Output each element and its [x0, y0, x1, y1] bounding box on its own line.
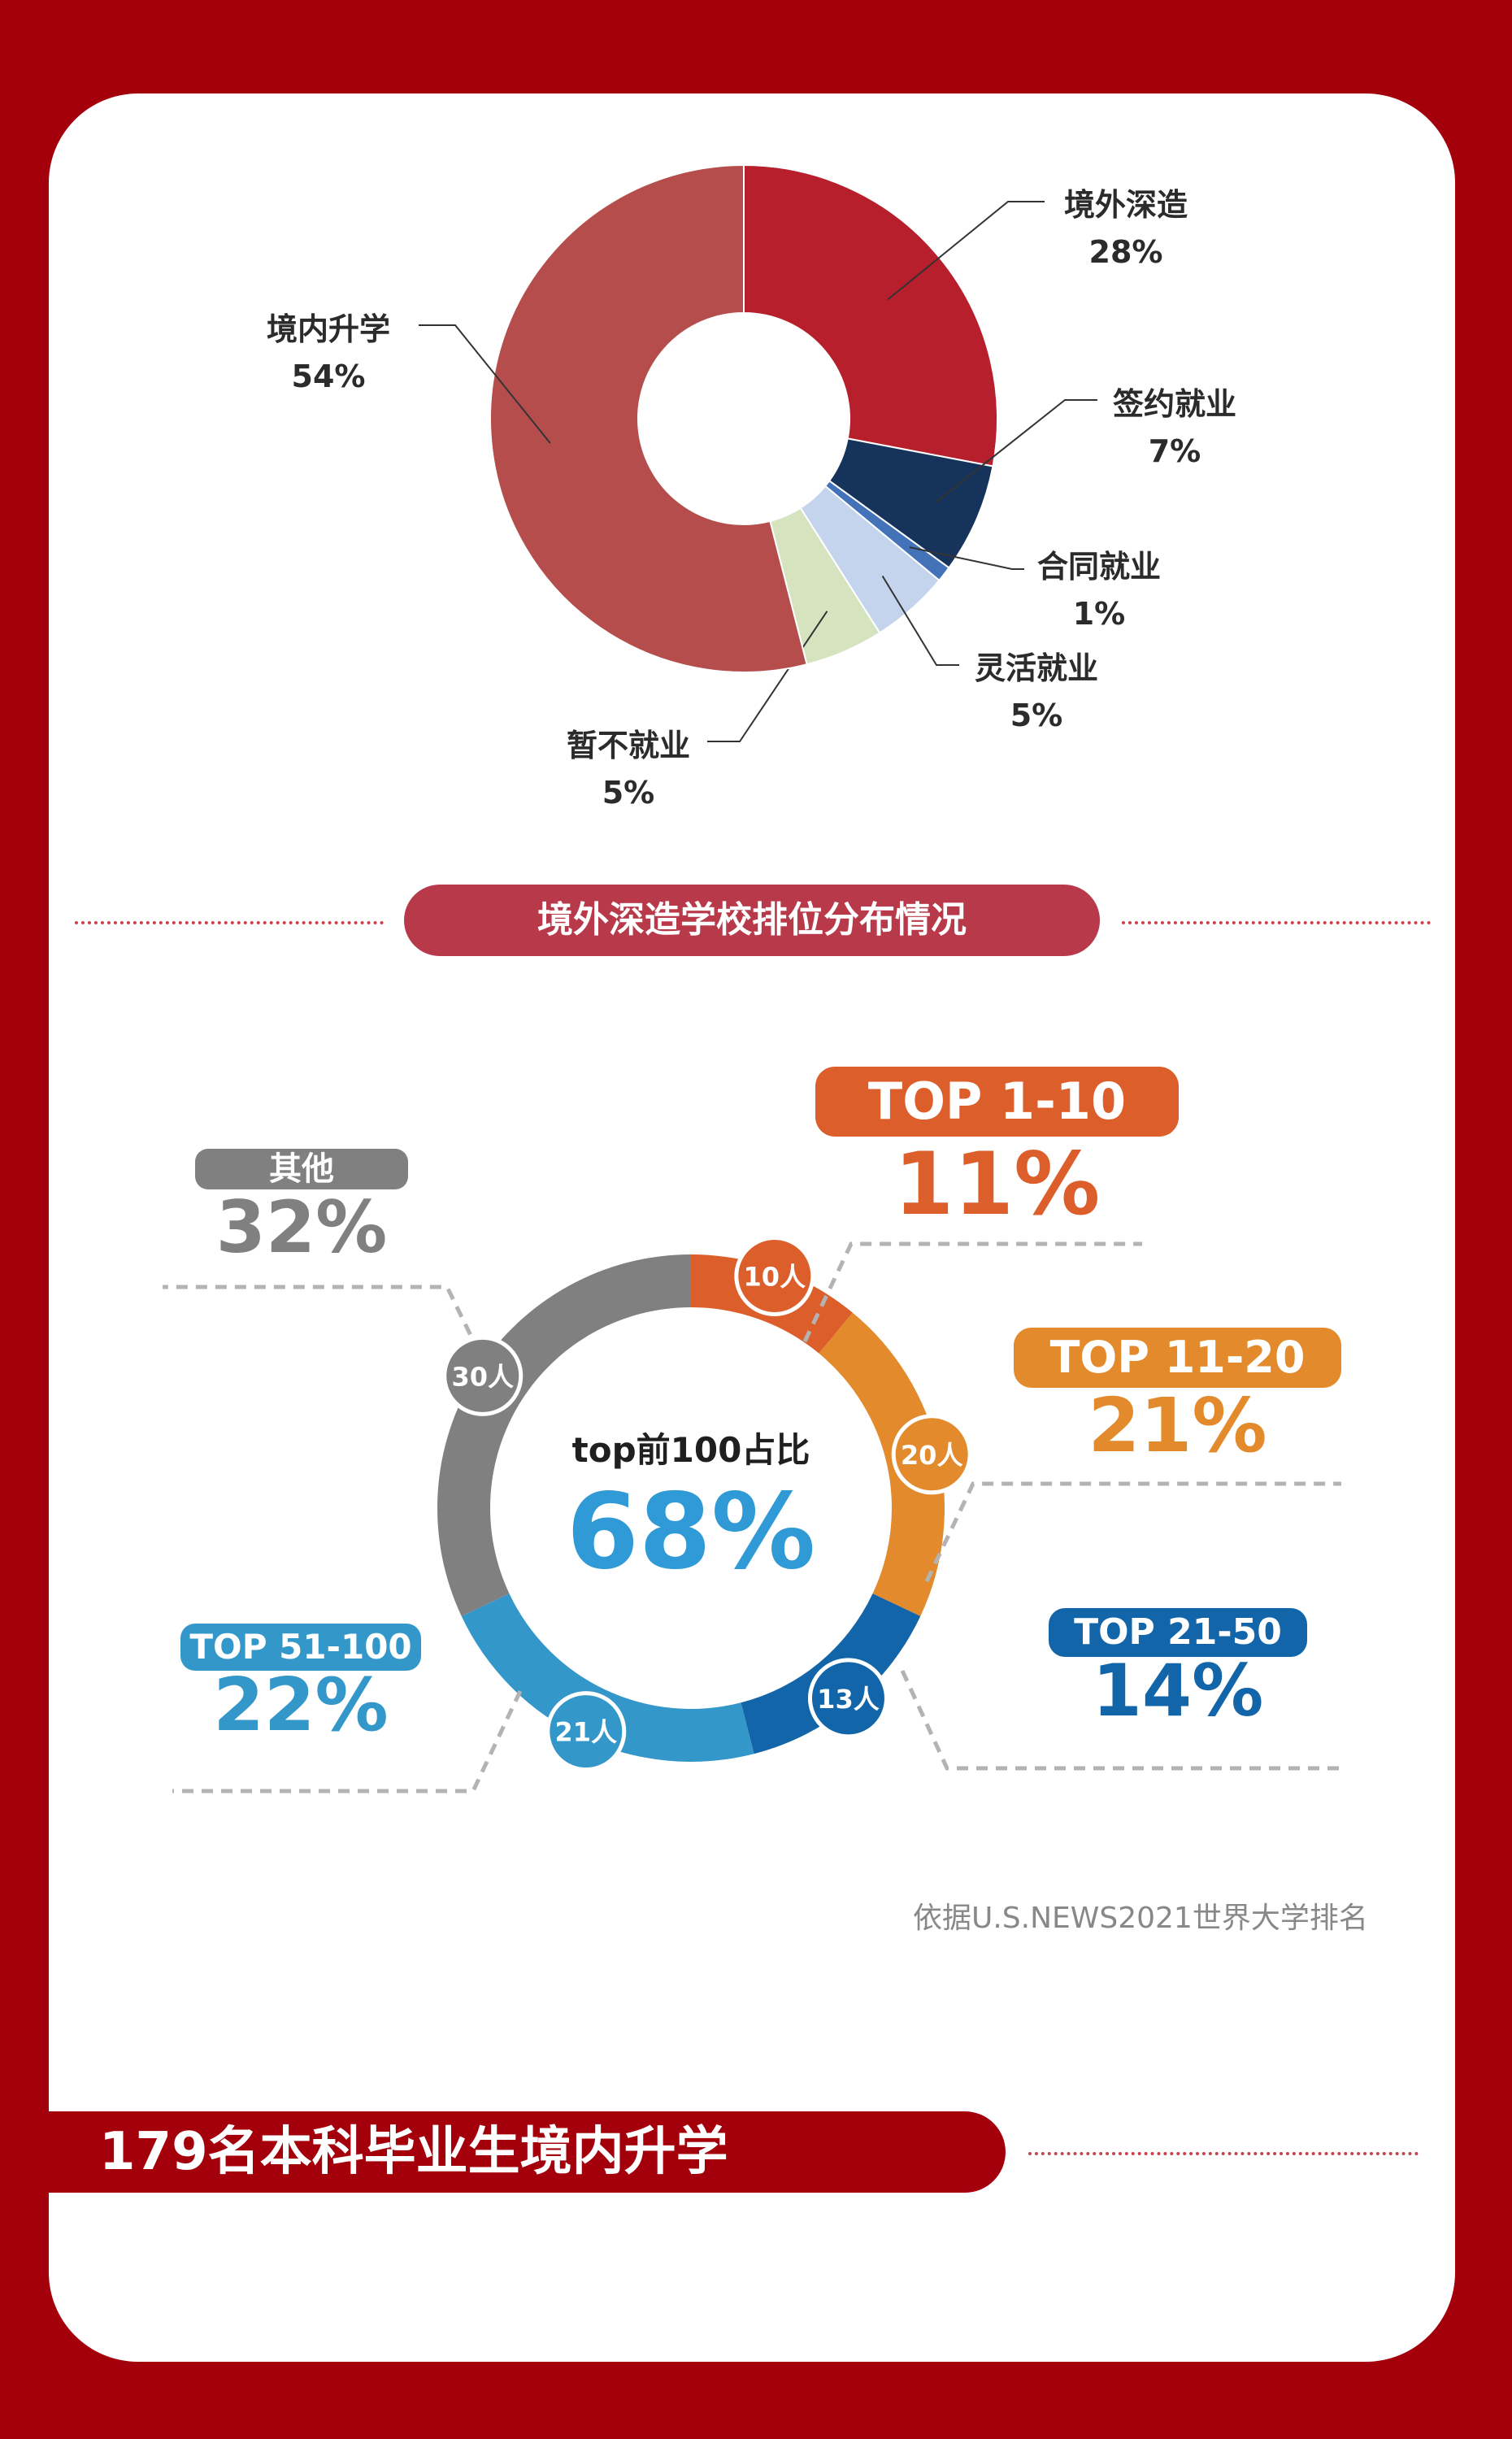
donut2-count-badge-0 — [734, 1235, 815, 1316]
section-title: 境外深造学校排位分布情况 — [404, 885, 1100, 956]
donut1-percent-1: 7% — [1149, 433, 1201, 469]
donut2-slice-3 — [461, 1593, 754, 1762]
donut1-leader-5 — [419, 324, 551, 444]
pct-top-1-10: 11% — [893, 1134, 1101, 1234]
tag-other: 其他 — [195, 1149, 408, 1189]
title-divider-right — [1122, 921, 1431, 924]
donut2-count-badge-1 — [891, 1414, 972, 1495]
tag-top-21-50: TOP 21-50 — [1049, 1608, 1307, 1657]
donut1-percent-2: 1% — [1073, 596, 1126, 632]
donut1-category-2: 合同就业 — [1037, 549, 1161, 585]
donut2-count-badge-3 — [545, 1691, 627, 1772]
center-label: top前100占比 — [571, 1430, 810, 1470]
donut1-category-0: 境外深造 — [1064, 187, 1188, 223]
donut1-category-4: 暂不就业 — [567, 728, 690, 763]
donut2-slice-1 — [819, 1312, 945, 1616]
employment-donut-chart: 境外深造 28% 签约就业 7% 合同就业 1% 灵活就业 5% 暂不就业 5% 境内升学 54% — [267, 163, 1236, 811]
ranking-donut-chart: 10人 20人 13人 21人 30人 — [163, 1235, 1345, 1793]
donut2-count-2: 13人 — [817, 1684, 880, 1715]
tag-top-11-20: TOP 11-20 — [1014, 1328, 1341, 1388]
center-value: 68% — [566, 1472, 816, 1593]
donut1-percent-3: 5% — [1010, 698, 1063, 733]
donut2-leader-4 — [163, 1285, 498, 1389]
donut1-leader-3 — [881, 576, 959, 666]
donut2-leader-1 — [924, 1481, 1341, 1583]
donut1-leader-1 — [936, 399, 1097, 503]
footer-divider — [1028, 2152, 1419, 2155]
pct-other: 32% — [215, 1185, 388, 1269]
tag-top-1-10: TOP 1-10 — [815, 1067, 1179, 1137]
footer-title: 179名本科毕业生境内升学 — [0, 2111, 1006, 2193]
pct-top-51-100: 22% — [213, 1663, 389, 1748]
tag-top-51-100: TOP 51-100 — [180, 1624, 421, 1671]
donut1-percent-0: 28% — [1089, 234, 1163, 270]
donut1-leader-0 — [887, 201, 1045, 301]
content-card — [49, 93, 1455, 2362]
title-divider-left — [75, 921, 384, 924]
donut2-leader-0 — [802, 1241, 1142, 1343]
donut1-category-1: 签约就业 — [1113, 386, 1236, 422]
pct-top-21-50: 14% — [1092, 1649, 1264, 1733]
donut2-count-0: 10人 — [744, 1261, 806, 1292]
donut2-count-badge-4 — [442, 1335, 524, 1416]
donut1-slice-0 — [743, 163, 998, 467]
donut1-category-3: 灵活就业 — [975, 650, 1098, 686]
donut1-leader-2 — [909, 546, 1024, 570]
donut2-leader-2 — [900, 1669, 1345, 1771]
donut1-category-5: 境内升学 — [267, 311, 390, 347]
pct-top-11-20: 21% — [1088, 1382, 1267, 1469]
donut2-count-3: 21人 — [555, 1717, 618, 1748]
donut1-percent-5: 54% — [292, 359, 366, 394]
donut1-slice-5 — [489, 163, 808, 673]
donut2-count-4: 30人 — [451, 1361, 514, 1392]
donut2-count-badge-2 — [807, 1658, 889, 1739]
donut1-percent-4: 5% — [602, 775, 655, 811]
donut2-count-1: 20人 — [901, 1440, 963, 1471]
source-note: 依据U.S.NEWS2021世界大学排名 — [913, 1902, 1368, 1935]
